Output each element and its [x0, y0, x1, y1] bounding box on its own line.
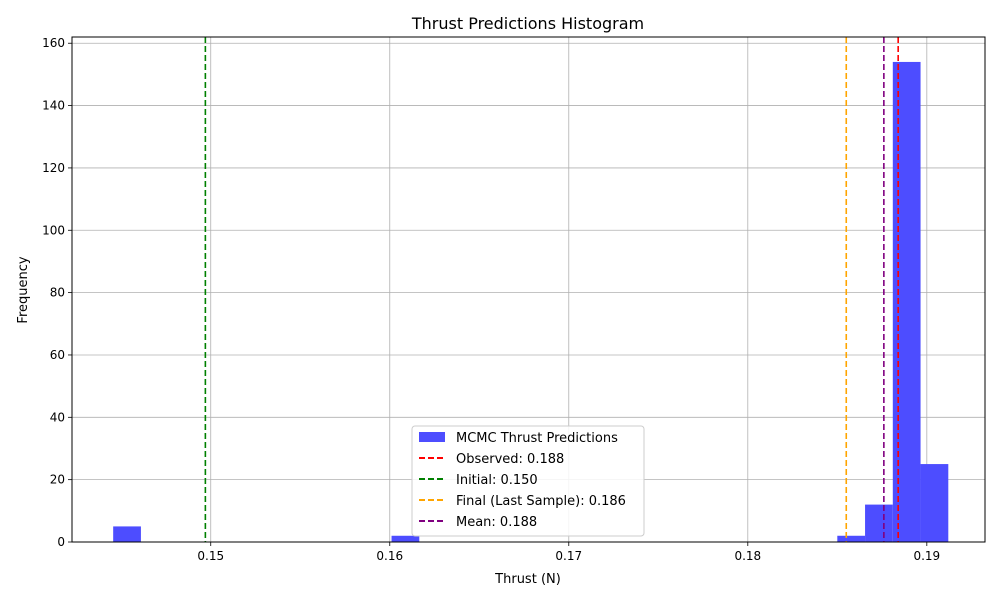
grid-lines — [72, 37, 985, 543]
x-tick-label: 0.18 — [734, 549, 761, 563]
histogram-bar — [113, 526, 141, 542]
y-tick-label: 120 — [42, 161, 65, 175]
legend-box — [411, 425, 645, 537]
y-tick-label: 40 — [50, 410, 65, 424]
y-tick-label: 0 — [57, 535, 65, 549]
legend-swatch-histogram — [419, 432, 445, 442]
reference-lines — [204, 37, 899, 542]
y-tick-label: 80 — [50, 286, 65, 300]
y-tick-label: 160 — [42, 36, 65, 50]
legend-label-observed: Observed: 0.188 — [456, 452, 564, 467]
y-tick-label: 100 — [42, 223, 65, 237]
x-axis-ticks: 0.15 0.16 0.17 0.18 0.19 — [197, 542, 940, 563]
histogram-bar — [391, 535, 420, 542]
plot-frame — [71, 36, 986, 543]
y-tick-label: 140 — [42, 99, 65, 113]
y-axis-label: Frequency — [16, 256, 31, 323]
x-tick-label: 0.16 — [376, 549, 403, 563]
legend-label-final: Final (Last Sample): 0.186 — [456, 494, 626, 509]
y-tick-label: 20 — [50, 473, 65, 487]
x-axis-label: Thrust (N) — [494, 572, 561, 587]
legend: MCMC Thrust Predictions Observed: 0.188 … — [411, 425, 645, 537]
legend-label-mean: Mean: 0.188 — [456, 515, 537, 530]
histogram-bar — [920, 464, 949, 542]
histogram-bar — [865, 504, 893, 542]
y-axis-ticks: 0 20 40 60 80 100 120 140 160 — [42, 36, 72, 549]
histogram-bar — [837, 535, 866, 542]
histogram-bar — [892, 61, 921, 543]
x-tick-label: 0.17 — [555, 549, 582, 563]
y-tick-label: 60 — [50, 348, 65, 362]
legend-label-initial: Initial: 0.150 — [456, 473, 538, 488]
chart-title: Thrust Predictions Histogram — [411, 14, 644, 33]
x-tick-label: 0.19 — [913, 549, 940, 563]
legend-label-histogram: MCMC Thrust Predictions — [456, 431, 618, 446]
x-tick-label: 0.15 — [197, 549, 224, 563]
